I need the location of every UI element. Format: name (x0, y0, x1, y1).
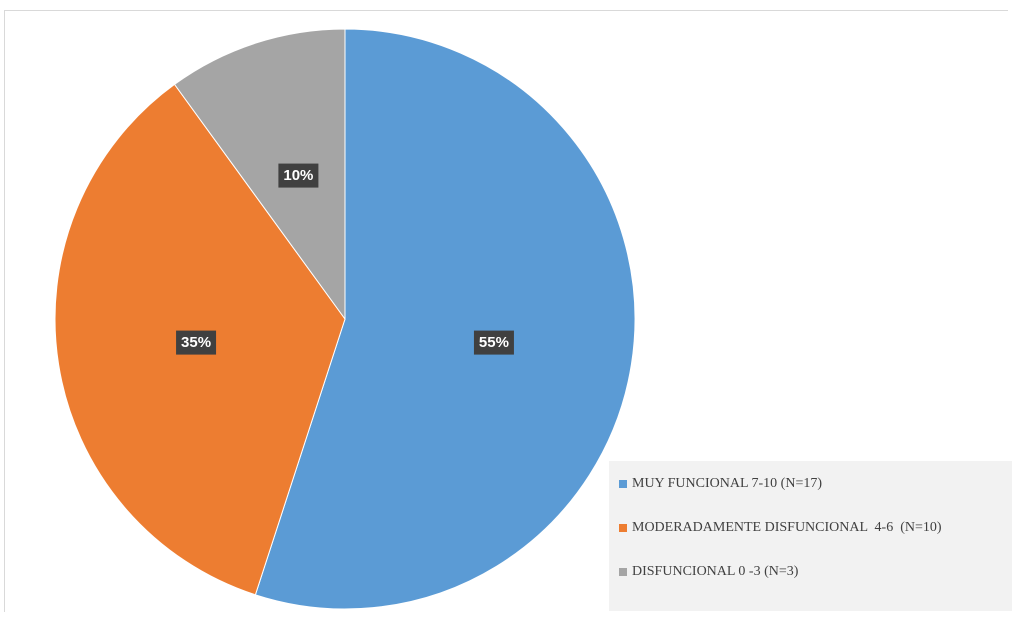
chart-area: 55% 35% 10% MUY FUNCIONAL 7-10 (N=17) MODE… (4, 10, 1012, 612)
legend-item-disfuncional: DISFUNCIONAL 0 -3 (N=3) (609, 563, 1012, 581)
data-label-text: 10% (283, 167, 313, 184)
data-label-text: 35% (181, 334, 211, 351)
chart-legend: MUY FUNCIONAL 7-10 (N=17) MODERADAMENTE … (609, 461, 1012, 611)
pie-chart: 55% 35% 10% (54, 28, 636, 610)
data-label-box (278, 163, 319, 188)
pie-slice-2 (173, 28, 346, 321)
data-label-2: 10% (278, 163, 319, 188)
legend-label: MODERADAMENTE DISFUNCIONAL 4-6 (N=10) (632, 520, 942, 535)
legend-swatch (619, 524, 627, 532)
legend-swatch (619, 480, 627, 488)
data-label-1: 35% (176, 330, 217, 355)
legend-label: DISFUNCIONAL 0 -3 (N=3) (632, 564, 799, 579)
legend-item-muy-funcional: MUY FUNCIONAL 7-10 (N=17) (609, 475, 1012, 493)
legend-label: MUY FUNCIONAL 7-10 (N=17) (632, 476, 823, 491)
legend-item-moderadamente-disfuncional: MODERADAMENTE DISFUNCIONAL 4-6 (N=10) (609, 519, 1012, 537)
data-label-box (473, 330, 514, 355)
data-label-0: 55% (473, 330, 514, 355)
pie-slice-0 (254, 28, 636, 610)
legend-swatch (619, 568, 627, 576)
data-label-box (176, 330, 217, 355)
data-label-text: 55% (479, 334, 509, 351)
